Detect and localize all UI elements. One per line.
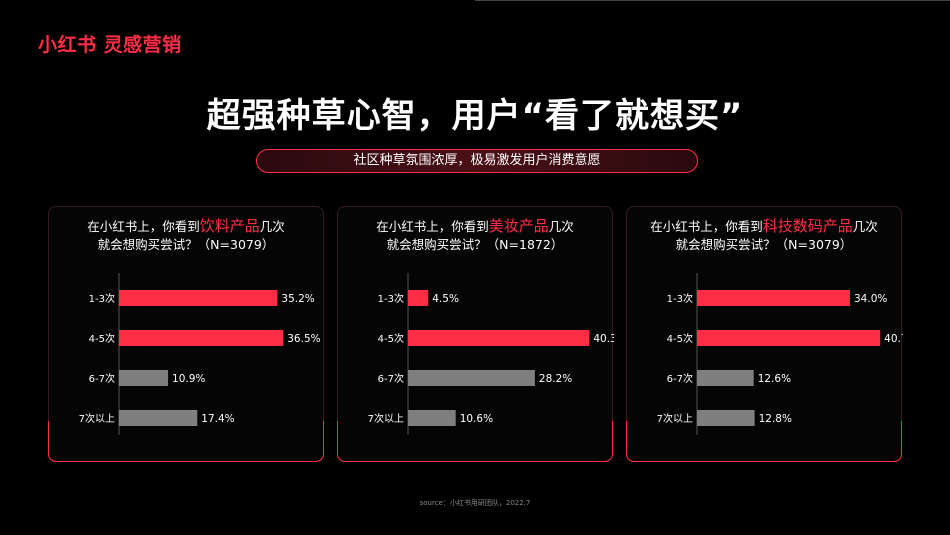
top-divider <box>475 0 950 1</box>
chart-title-highlight: 科技数码产品 <box>762 217 853 235</box>
bar <box>119 410 198 426</box>
bar <box>408 330 590 346</box>
chart-title: 在小红书上，你看到科技数码产品几次 就会想购买尝试？（N=3079） <box>627 217 901 254</box>
category-label: 1-3次 <box>667 292 693 305</box>
bar <box>119 290 278 306</box>
data-label: 12.8% <box>759 413 792 425</box>
category-label: 6-7次 <box>89 372 115 385</box>
category-label: 7次以上 <box>368 412 404 425</box>
chart-title-suffix: 几次 <box>852 219 878 234</box>
category-label: 7次以上 <box>79 412 115 425</box>
data-label: 34.0% <box>854 293 887 305</box>
chart-title: 在小红书上，你看到饮料产品几次 就会想购买尝试？（N=3079） <box>49 217 323 254</box>
chart-title-prefix: 在小红书上，你看到 <box>87 219 200 234</box>
data-label: 40.7% <box>884 333 903 345</box>
bar <box>408 290 429 306</box>
category-label: 4-5次 <box>378 332 404 345</box>
chart-title-highlight: 美妆产品 <box>488 217 549 235</box>
bar <box>697 370 754 386</box>
bar <box>408 370 535 386</box>
data-label: 12.6% <box>758 373 791 385</box>
chart-panel-drinks: 在小红书上，你看到饮料产品几次 就会想购买尝试？（N=3079） 1-3次 35.… <box>48 206 324 462</box>
bar <box>119 330 284 346</box>
chart-title-line2: 就会想购买尝试？（N=3079） <box>675 237 853 252</box>
bar <box>119 370 169 386</box>
data-label: 4.5% <box>432 293 459 305</box>
chart-title-line2: 就会想购买尝试？（N=3079） <box>97 237 275 252</box>
brand-logo: 小红书 灵感营销 <box>38 34 182 56</box>
bar <box>697 290 850 306</box>
bar <box>408 410 456 426</box>
data-label: 10.9% <box>172 373 205 385</box>
bar <box>697 410 755 426</box>
chart-title-prefix: 在小红书上，你看到 <box>650 219 763 234</box>
chart-title-highlight: 饮料产品 <box>199 217 260 235</box>
chart-title-suffix: 几次 <box>548 219 574 234</box>
bar-chart-tech: 1-3次 34.0% 4-5次 40.7% 6-7次 12.6% 7次以上 12.8% <box>657 273 903 435</box>
data-label: 17.4% <box>201 413 234 425</box>
category-label: 4-5次 <box>667 332 693 345</box>
data-label: 28.2% <box>539 373 572 385</box>
category-label: 6-7次 <box>378 372 404 385</box>
category-label: 1-3次 <box>378 292 404 305</box>
chart-title-prefix: 在小红书上，你看到 <box>376 219 489 234</box>
category-label: 7次以上 <box>657 412 693 425</box>
chart-panel-tech: 在小红书上，你看到科技数码产品几次 就会想购买尝试？（N=3079） 1-3次 3… <box>626 206 903 462</box>
source-note: source：小红书用研团队，2022.7 <box>419 499 531 507</box>
chart-title: 在小红书上，你看到美妆产品几次 就会想购买尝试？（N=1872） <box>338 217 612 254</box>
category-label: 1-3次 <box>89 292 115 305</box>
bar-chart-beauty: 1-3次 4.5% 4-5次 40.3% 6-7次 28.2% 7次以上 10.6% <box>368 273 614 435</box>
category-label: 4-5次 <box>89 332 115 345</box>
chart-panel-beauty: 在小红书上，你看到美妆产品几次 就会想购买尝试？（N=1872） 1-3次 4.5… <box>337 206 614 462</box>
subtitle-banner: 社区种草氛围浓厚，极易激发用户消费意愿 <box>256 149 698 173</box>
bar-chart-drinks: 1-3次 35.2% 4-5次 36.5% 6-7次 10.9% 7次以上 17.4% <box>79 273 321 435</box>
data-label: 35.2% <box>281 293 314 305</box>
chart-title-suffix: 几次 <box>259 219 285 234</box>
chart-title-line2: 就会想购买尝试？（N=1872） <box>386 237 564 252</box>
data-label: 40.3% <box>593 333 614 345</box>
category-label: 6-7次 <box>667 372 693 385</box>
data-label: 36.5% <box>287 333 320 345</box>
bar <box>697 330 881 346</box>
page-title: 超强种草心智，用户“看了就想买” <box>206 96 744 136</box>
data-label: 10.6% <box>460 413 493 425</box>
